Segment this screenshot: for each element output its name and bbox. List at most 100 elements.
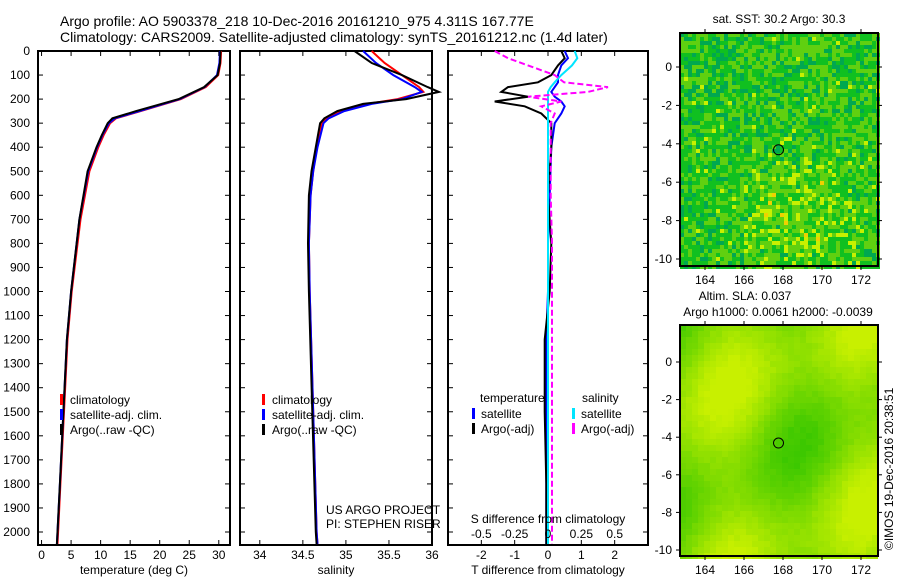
sla-map-title: Altim. SLA: 0.037	[699, 289, 792, 303]
x-tick-label: 10	[94, 548, 108, 562]
series-line-argo-raw-qc-	[306, 50, 443, 545]
x-axis-label: temperature (deg C)	[80, 563, 188, 577]
y-tick-label: 1500	[3, 405, 30, 419]
lon-tick-label: 170	[812, 563, 832, 577]
title-line1: Argo profile: AO 5903378_218 10-Dec-2016…	[60, 13, 534, 29]
x-axis-label: salinity	[318, 563, 355, 577]
profile-location-marker	[773, 437, 785, 449]
legend-swatch	[262, 409, 265, 420]
lat-tick-label: -4	[661, 137, 672, 151]
s-tick-label: 0.5	[606, 527, 623, 541]
series-line-climatology	[56, 50, 223, 545]
map-image	[680, 325, 878, 559]
x-tick-label: 0	[38, 548, 45, 562]
legend-label: satellite	[581, 407, 622, 421]
x-tick-label: 30	[212, 548, 226, 562]
lat-tick-label: 0	[665, 60, 672, 74]
y-tick-label: 1000	[3, 285, 30, 299]
series-line-satellite-adj-clim-	[55, 50, 221, 545]
legend-swatch	[472, 423, 475, 434]
lat-tick-label: -2	[661, 393, 672, 407]
legend-label: Argo(-adj)	[581, 422, 634, 436]
y-tick-label: 600	[10, 188, 30, 202]
y-tick-label: 1700	[3, 453, 30, 467]
credit-text: ©IMOS 19-Dec-2016 20:38:51	[882, 387, 896, 550]
legend-swatch	[60, 409, 63, 420]
s-tick-label: 0.25	[570, 527, 594, 541]
x-tick-label: 5	[68, 548, 75, 562]
legend-label: Argo(-adj)	[481, 422, 534, 436]
legend-swatch	[262, 394, 265, 405]
lat-tick-label: -4	[661, 430, 672, 444]
series-line-temperature-argo-adj-	[494, 50, 566, 544]
legend-swatch	[572, 408, 575, 419]
legend-label: Argo(..raw -QC)	[70, 423, 155, 437]
lat-tick-label: 0	[665, 355, 672, 369]
y-tick-label: 1400	[3, 381, 30, 395]
x-tick-label: 34.5	[291, 548, 315, 562]
x-tick-label: 2	[611, 548, 618, 562]
annotation-pi: PI: STEPHEN RISER	[326, 517, 441, 531]
x-tick-label: 36	[425, 548, 439, 562]
legend-swatch	[60, 394, 63, 405]
title-line2: Climatology: CARS2009. Satellite-adjuste…	[60, 29, 608, 45]
difference-panel: -2 -1 0 1 2T difference from climatology temp…	[447, 50, 649, 577]
annotation-project: US ARGO PROJECT	[326, 503, 441, 517]
lat-tick-label: -6	[661, 468, 672, 482]
map-image	[680, 33, 880, 269]
lon-tick-label: 172	[851, 563, 871, 577]
x-tick-label: 15	[123, 548, 137, 562]
lat-tick-label: -8	[661, 214, 672, 228]
y-tick-label: 1300	[3, 357, 30, 371]
legend-label: satellite	[481, 407, 522, 421]
salinity-panel: 34 34.5 35 35.5 36 salinity climatologysatelli…	[239, 50, 443, 577]
y-tick-label: 1800	[3, 477, 30, 491]
sla-map-subtitle: Argo h1000: 0.0061 h2000: -0.0039	[683, 305, 873, 319]
s-tick-label: -0.5	[471, 527, 492, 541]
series-line-argo-raw-qc-	[55, 50, 222, 545]
series-line-climatology	[307, 50, 426, 545]
x-tick-label: 20	[153, 548, 167, 562]
y-tick-label: 1200	[3, 333, 30, 347]
lat-tick-label: -10	[655, 252, 673, 266]
lat-tick-label: -6	[661, 175, 672, 189]
legend-header-temperature: temperature	[480, 391, 545, 405]
x-tick-label: 35	[339, 548, 353, 562]
y-tick-label: 800	[10, 236, 30, 250]
legend-header-salinity: salinity	[582, 391, 619, 405]
legend-swatch	[572, 423, 575, 434]
x-tick-label: 34	[253, 548, 267, 562]
map-frame	[679, 32, 879, 267]
x-tick-label: -2	[476, 548, 487, 562]
lat-tick-label: -8	[661, 505, 672, 519]
legend-swatch	[472, 408, 475, 419]
y-tick-label: 900	[10, 260, 30, 274]
s-tick-label: -0.25	[501, 527, 529, 541]
lon-tick-label: 168	[773, 563, 793, 577]
lon-tick-label: 164	[695, 563, 715, 577]
series-line-satellite-adj-clim-	[307, 50, 424, 545]
series-line-salinity-argo-adj-	[494, 50, 609, 544]
legend-swatch	[60, 424, 63, 435]
sla-map: 164 166 168 170 172 0 -2 -4 -6 -8 -10 Altim. SLA: 0…	[655, 289, 882, 577]
lon-tick-label: 164	[695, 273, 715, 287]
legend-label: climatology	[272, 393, 332, 407]
lon-tick-label: 166	[734, 273, 754, 287]
s-axis-label: S difference from climatology	[471, 512, 626, 526]
x-tick-label: 1	[578, 548, 585, 562]
lat-tick-label: -10	[655, 543, 673, 557]
legend-label: Argo(..raw -QC)	[272, 423, 357, 437]
y-tick-label: 1900	[3, 501, 30, 515]
y-tick-label: 200	[10, 92, 30, 106]
sst-map: 164 166 168 170 172 0 -2 -4 -6 -8 -10 sat. SST: 30.…	[655, 12, 882, 287]
x-tick-label: 0	[545, 548, 552, 562]
x-tick-label: 35.5	[377, 548, 401, 562]
y-tick-label: 400	[10, 140, 30, 154]
plot-frame	[239, 50, 433, 546]
series-line-salinity-satellite	[547, 50, 579, 544]
x-tick-label: 25	[183, 548, 197, 562]
lon-tick-label: 166	[734, 563, 754, 577]
legend-label: satellite-adj. clim.	[272, 408, 364, 422]
lon-tick-label: 172	[851, 273, 871, 287]
